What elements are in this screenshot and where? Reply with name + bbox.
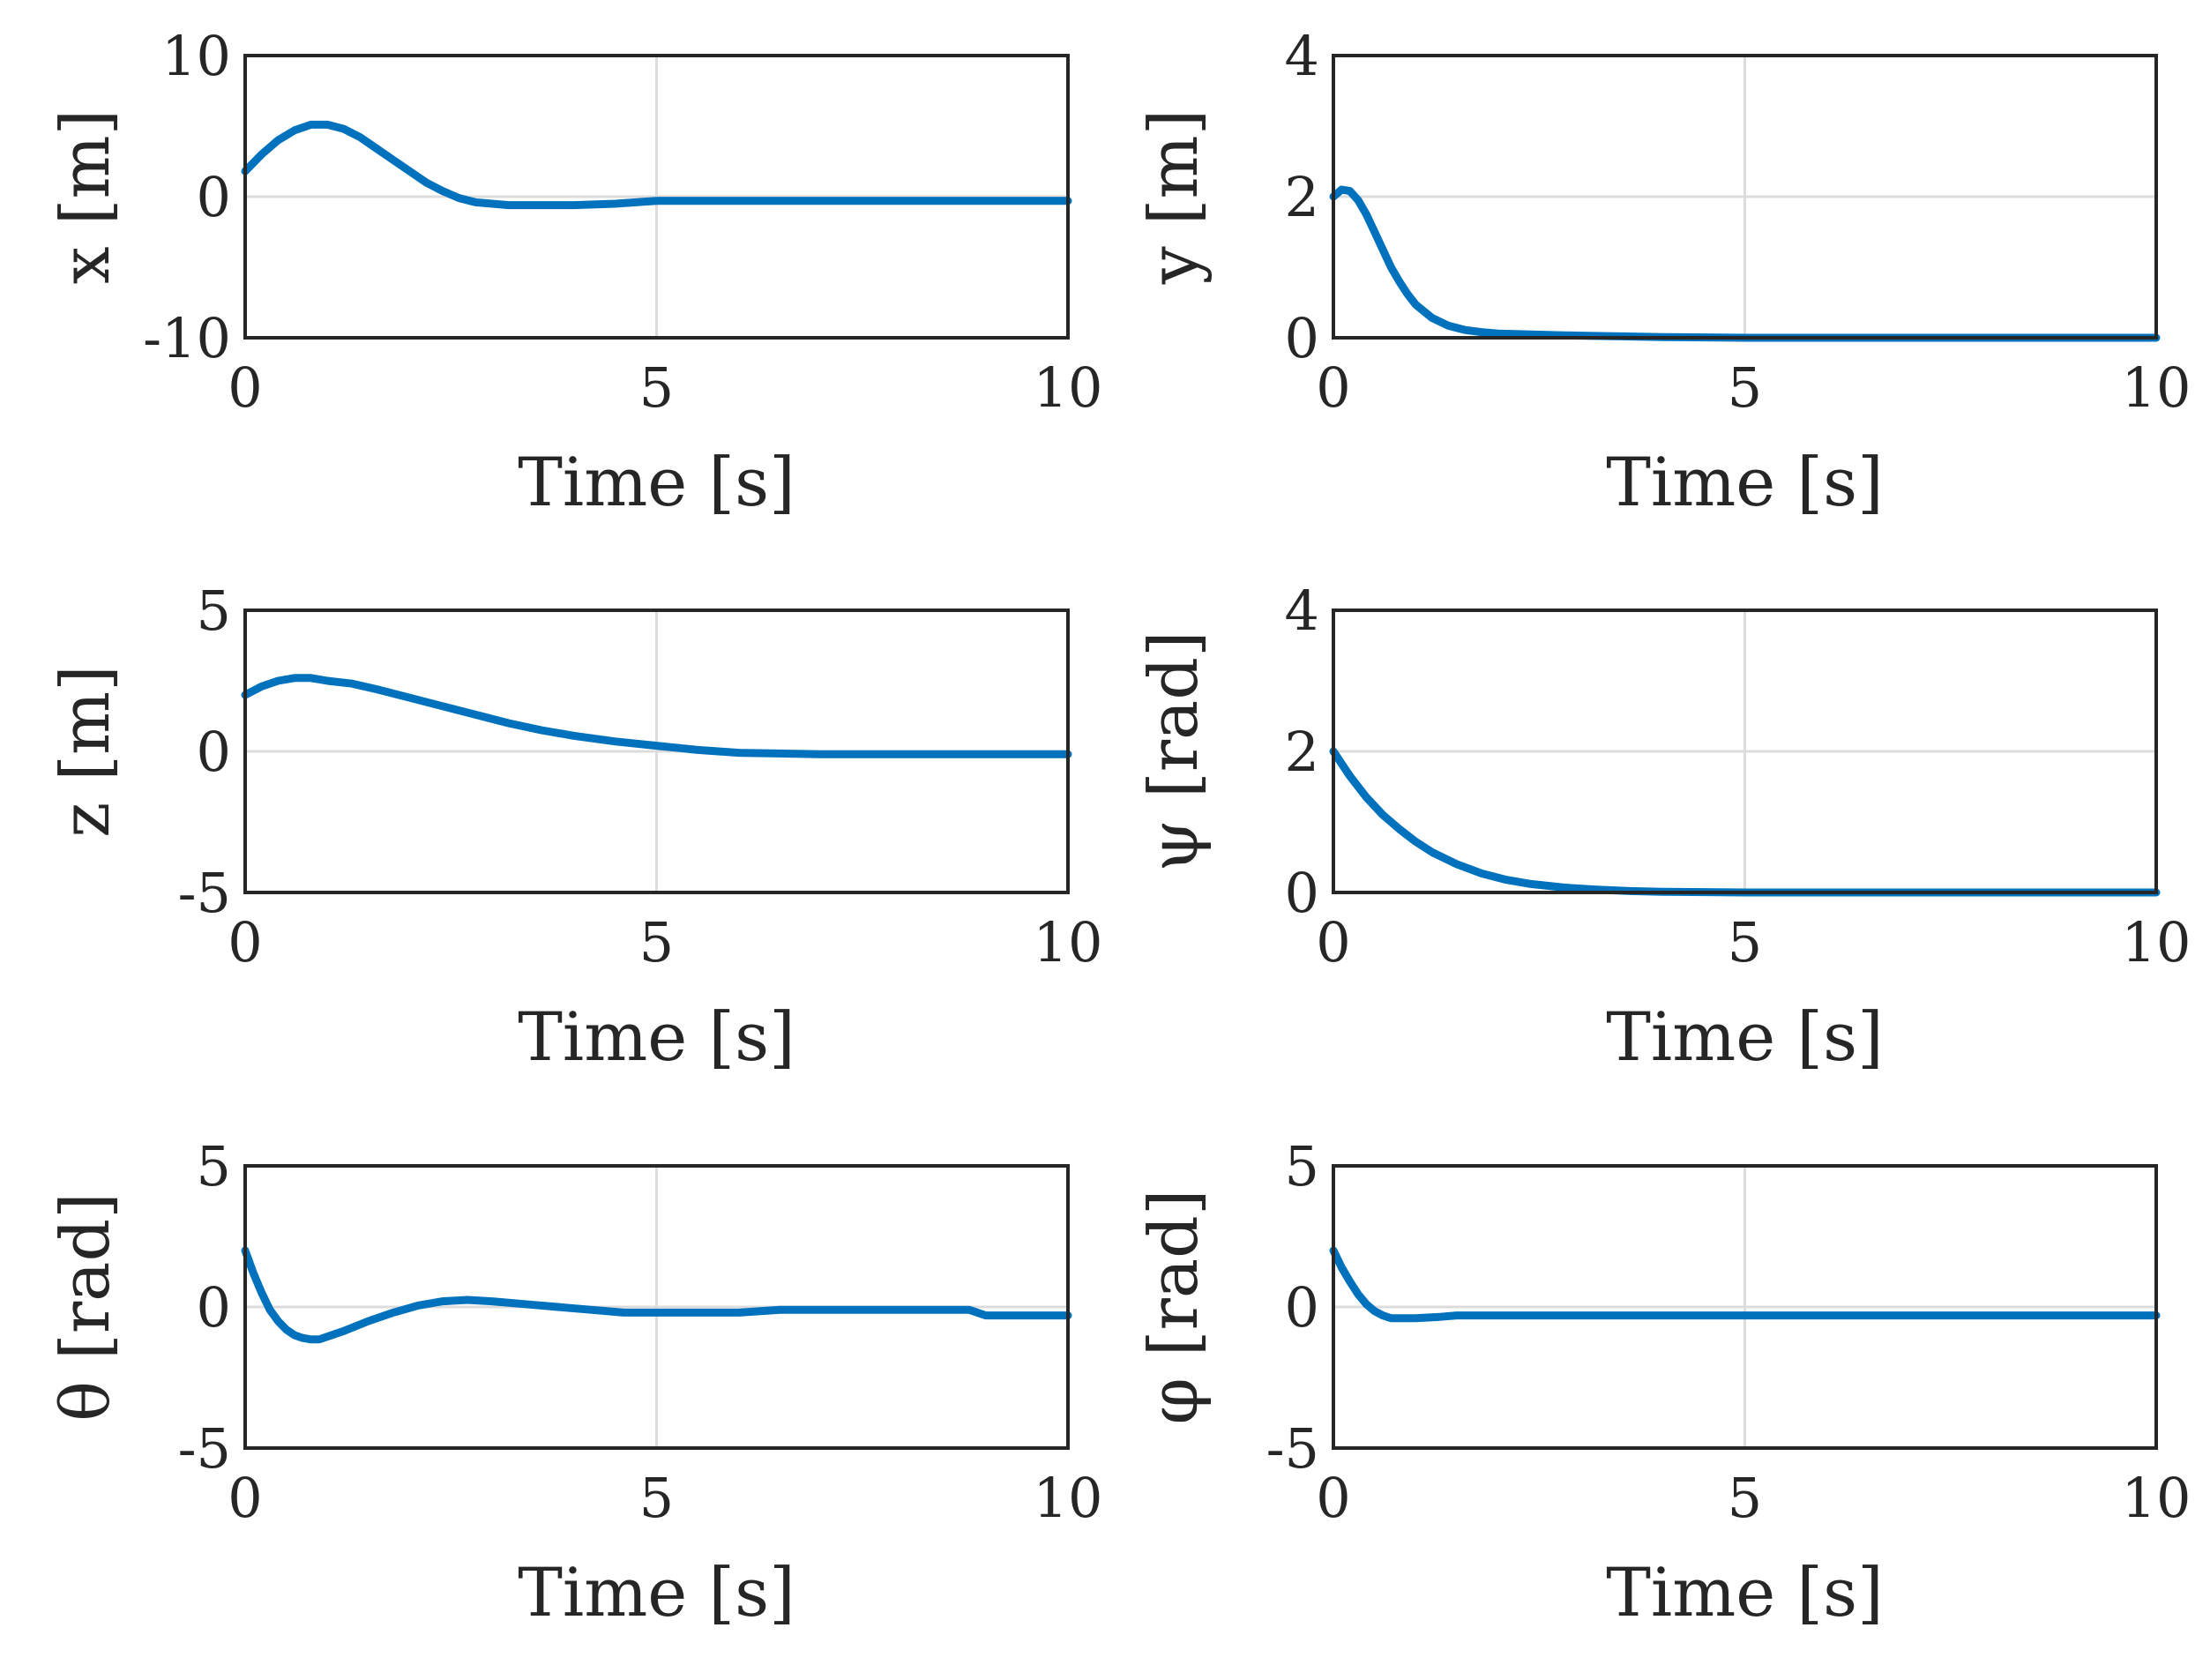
series-line-theta — [241, 1246, 1072, 1344]
y-axis-label: φ [rad] — [1134, 1190, 1213, 1425]
x-tick-label: 10 — [2122, 1466, 2191, 1530]
y-tick-label: 4 — [1285, 24, 1319, 88]
y-axis-label: x [m] — [46, 109, 124, 284]
x-tick-label: 5 — [1728, 910, 1762, 974]
axes-box — [1332, 54, 2158, 340]
chart-panel-y: 0 5 10 0 2 4 Time [s] y [m] — [1134, 24, 2191, 521]
x-tick-label: 0 — [1316, 355, 1350, 420]
y-tick-label: 5 — [197, 1134, 231, 1198]
y-tick-label: 0 — [197, 720, 231, 784]
x-tick-label: 10 — [1034, 355, 1103, 420]
y-axis-label: y [m] — [1134, 109, 1213, 285]
x-axis-label: Time [s] — [518, 443, 795, 521]
y-tick-label: -5 — [178, 1416, 231, 1481]
axes-box — [243, 54, 1070, 340]
y-tick-label: 2 — [1285, 720, 1319, 784]
x-tick-label: 10 — [1034, 1466, 1103, 1530]
x-axis-label: Time [s] — [518, 1553, 795, 1631]
y-tick-label: 10 — [161, 24, 231, 88]
y-axis-label: z [m] — [46, 665, 124, 838]
x-tick-label: 5 — [639, 355, 674, 420]
axes-box — [1332, 1164, 2158, 1450]
x-tick-label: 0 — [1316, 1466, 1350, 1530]
x-tick-label: 0 — [228, 355, 262, 420]
chart-panel-psi: 0 5 10 0 2 4 Time [s] ψ [rad] — [1134, 579, 2191, 1076]
y-tick-label: 0 — [1285, 1275, 1319, 1340]
y-tick-label: 5 — [197, 579, 231, 643]
y-tick-label: 5 — [1285, 1134, 1319, 1198]
y-tick-label: 4 — [1285, 579, 1319, 643]
series-line-phi — [1329, 1246, 2161, 1323]
y-tick-label: -10 — [143, 306, 231, 370]
series-line-x — [241, 120, 1072, 210]
series-line-z — [241, 674, 1072, 758]
axes-box — [243, 1164, 1070, 1450]
y-tick-label: 0 — [197, 1275, 231, 1340]
x-axis-label: Time [s] — [518, 997, 795, 1076]
y-axis-label: θ [rad] — [46, 1192, 124, 1422]
x-tick-label: 5 — [1728, 1466, 1762, 1530]
x-tick-label: 0 — [228, 910, 262, 974]
y-tick-label: -5 — [178, 861, 231, 925]
x-axis-label: Time [s] — [1606, 997, 1884, 1076]
y-tick-label: 0 — [197, 165, 231, 229]
y-tick-label: 0 — [1285, 306, 1319, 370]
y-tick-label: 0 — [1285, 861, 1319, 925]
axes-box — [1332, 609, 2158, 894]
y-tick-label: 2 — [1285, 165, 1319, 229]
x-tick-label: 10 — [1034, 910, 1103, 974]
x-axis-label: Time [s] — [1606, 443, 1884, 521]
x-axis-label: Time [s] — [1606, 1553, 1884, 1631]
x-tick-label: 5 — [639, 910, 674, 974]
x-tick-label: 10 — [2122, 910, 2191, 974]
x-tick-label: 0 — [1316, 910, 1350, 974]
x-tick-label: 10 — [2122, 355, 2191, 420]
x-tick-label: 5 — [639, 1466, 674, 1530]
x-tick-label: 0 — [228, 1466, 262, 1530]
y-axis-label: ψ [rad] — [1134, 631, 1213, 871]
y-tick-label: -5 — [1266, 1416, 1319, 1481]
axes-box — [243, 609, 1070, 894]
x-tick-label: 5 — [1728, 355, 1762, 420]
